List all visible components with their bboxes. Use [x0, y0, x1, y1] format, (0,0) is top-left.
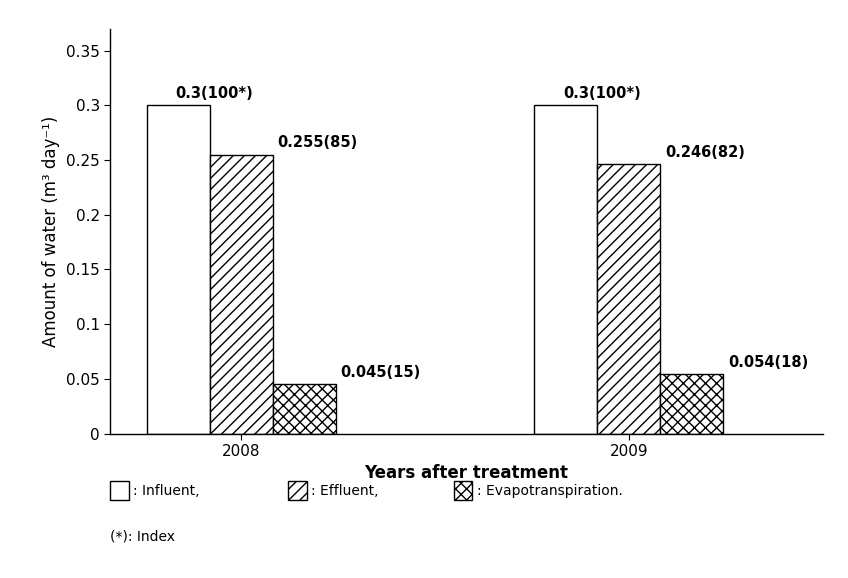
Y-axis label: Amount of water (m³ day⁻¹): Amount of water (m³ day⁻¹) [42, 116, 60, 347]
Bar [147, 105, 209, 434]
Bar [534, 105, 597, 434]
Text: 0.255(85): 0.255(85) [277, 135, 358, 150]
Text: : Influent,: : Influent, [133, 484, 199, 498]
Bar [209, 155, 272, 434]
Bar [597, 165, 661, 434]
Text: 0.054(18): 0.054(18) [728, 355, 808, 370]
Text: (*): Index: (*): Index [110, 529, 176, 543]
Bar [272, 384, 336, 434]
Bar [661, 375, 723, 434]
Text: 0.3(100*): 0.3(100*) [176, 86, 254, 101]
Text: : Evapotranspiration.: : Evapotranspiration. [477, 484, 622, 498]
X-axis label: Years after treatment: Years after treatment [365, 465, 568, 483]
Text: 0.3(100*): 0.3(100*) [563, 86, 641, 101]
Text: 0.246(82): 0.246(82) [665, 145, 745, 160]
Text: : Effluent,: : Effluent, [311, 484, 379, 498]
Text: 0.045(15): 0.045(15) [340, 365, 421, 380]
